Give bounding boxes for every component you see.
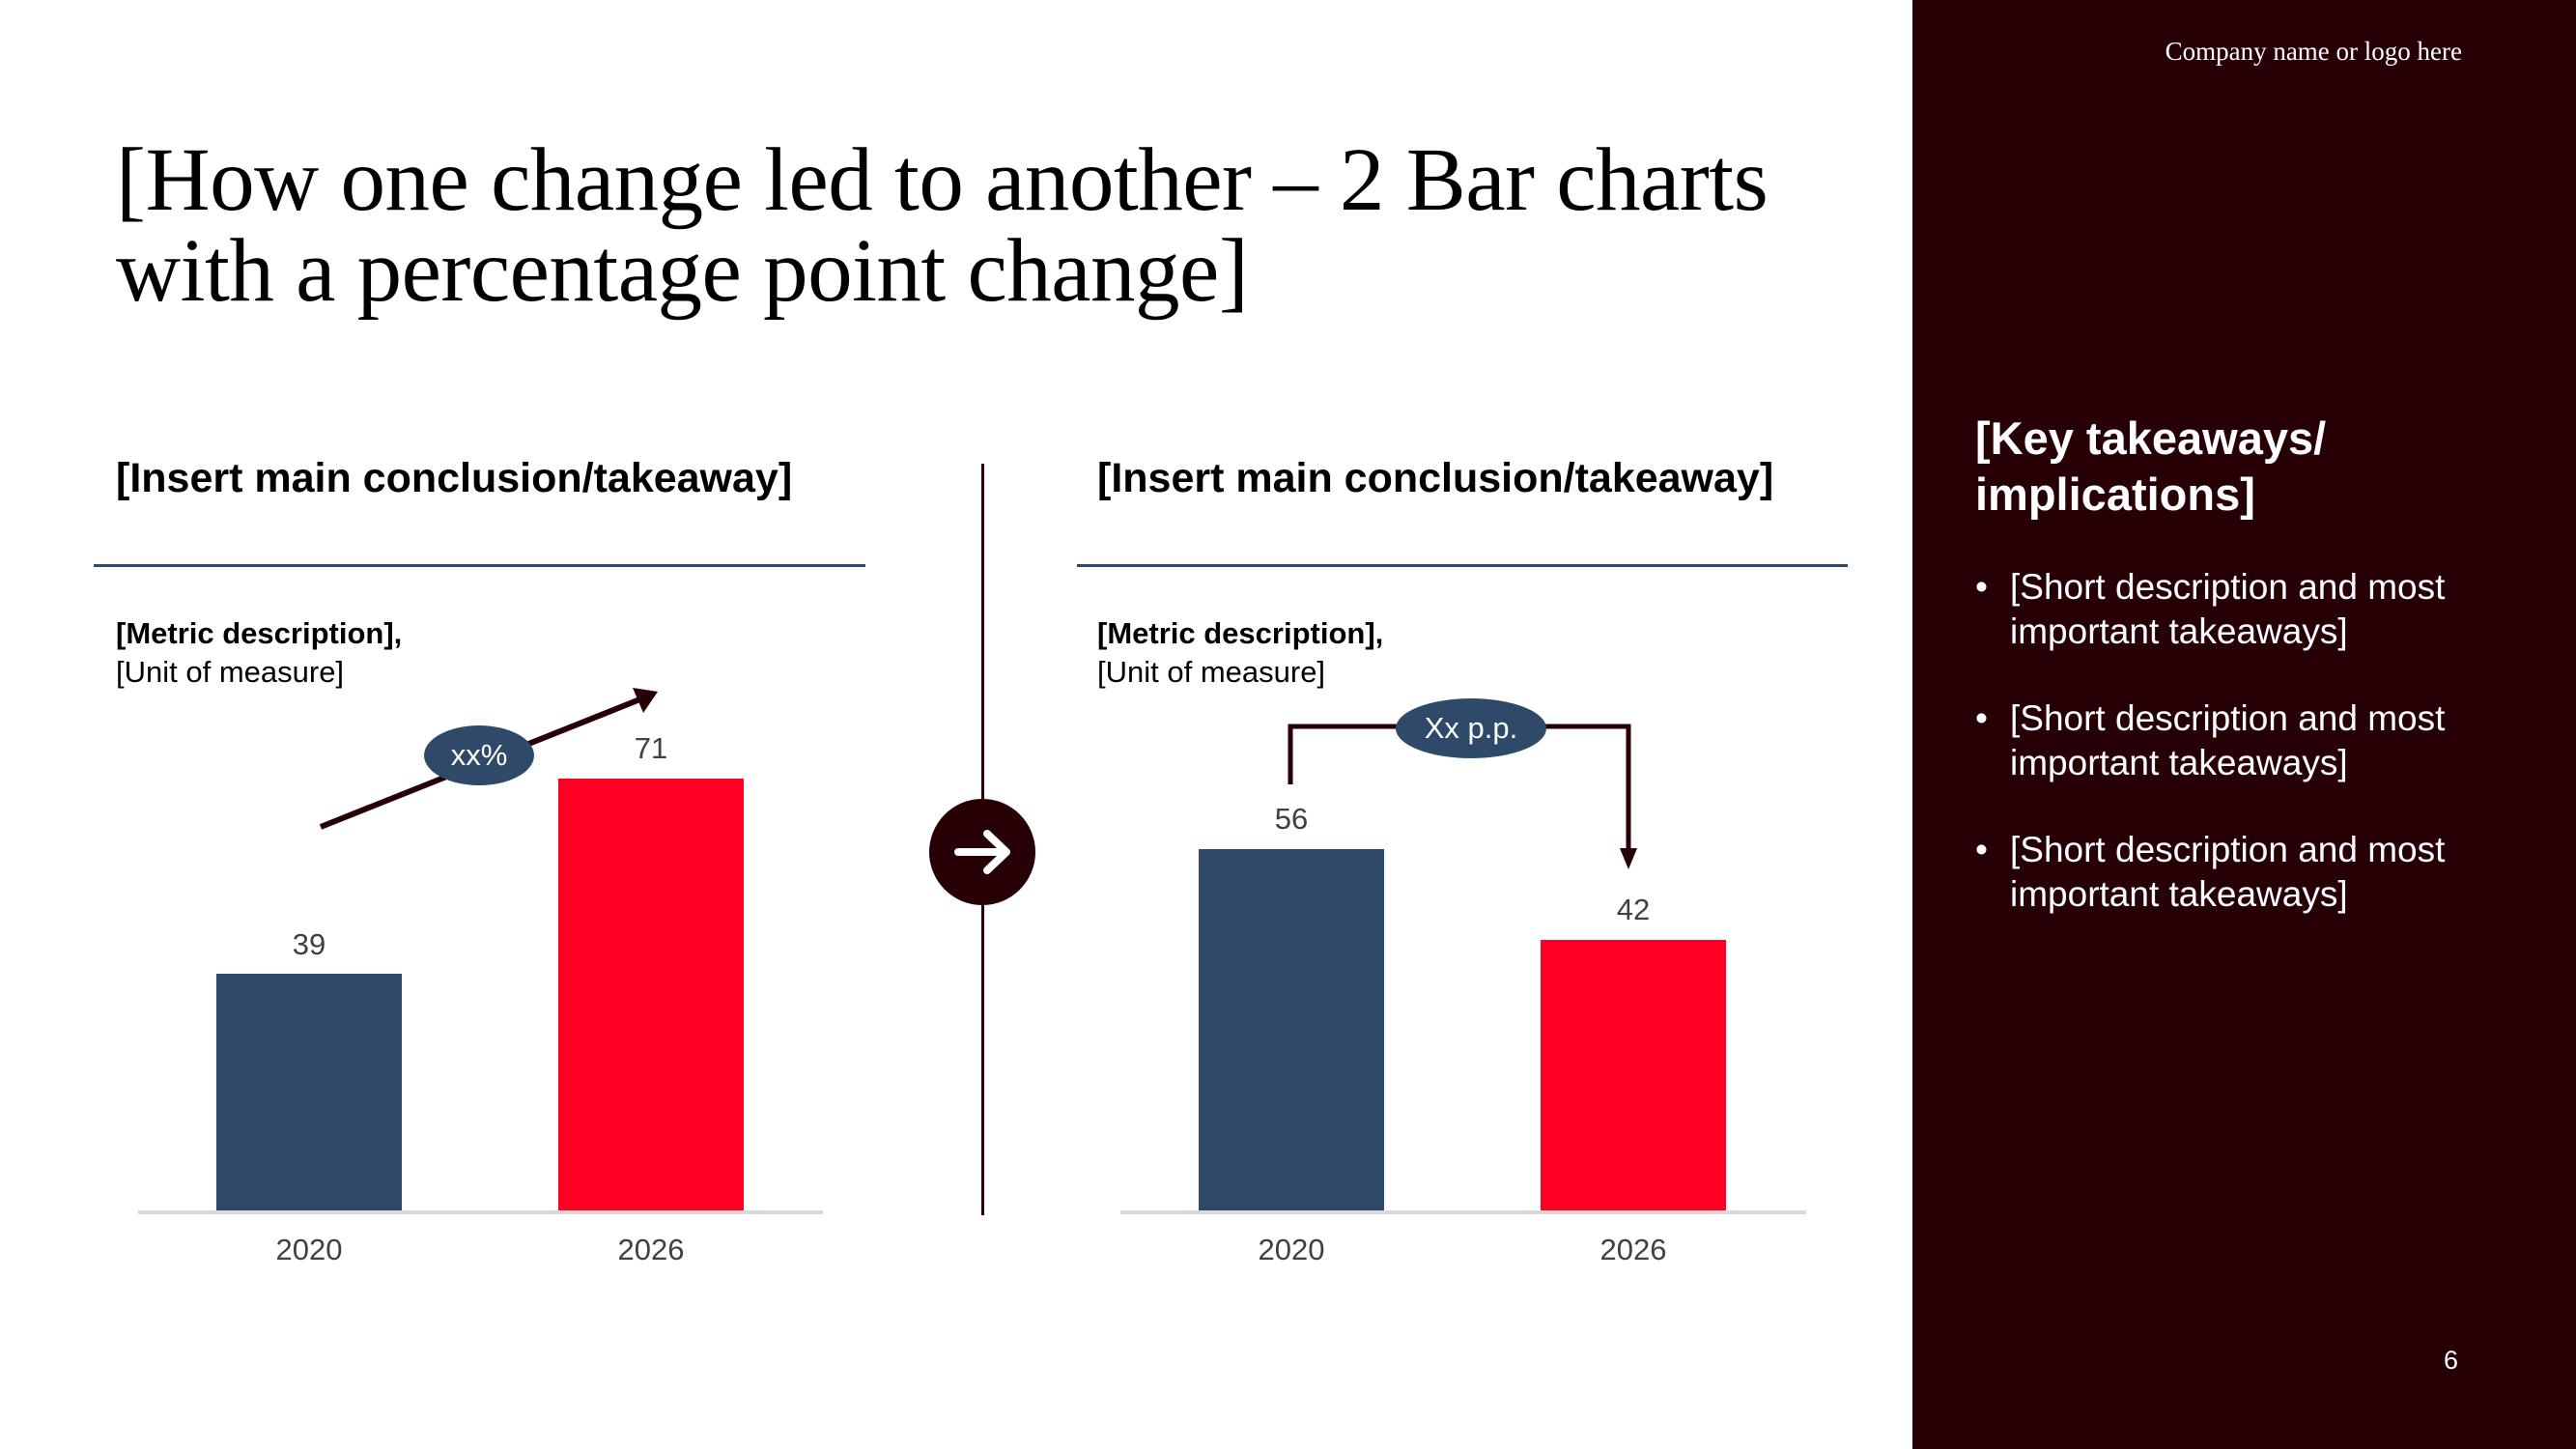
right-chart-heading: [Insert main conclusion/takeaway] — [1097, 455, 1774, 501]
left-bar-chart: xx% 39 71 2020 2026 — [0, 0, 966, 1352]
arrow-right-icon — [954, 830, 1010, 874]
transition-arrow-button — [929, 799, 1035, 905]
key-takeaways-heading: [Key takeaways/ implications] — [1975, 412, 2327, 520]
slide-title-line-2: with a percentage point change] — [116, 221, 1249, 321]
slide-title-line-1: [How one change led to another – 2 Bar c… — [116, 130, 1769, 230]
right-x-label-2026: 2026 — [1599, 1233, 1667, 1266]
difference-bracket-arrow-icon — [1288, 724, 1637, 869]
left-change-badge: xx% — [424, 725, 534, 785]
right-metric-label: [Metric description], — [1097, 616, 1384, 650]
left-value-2026: 71 — [634, 731, 668, 765]
left-bar-2026 — [558, 779, 744, 1212]
right-x-label-2020: 2020 — [1258, 1233, 1325, 1266]
right-value-2020: 56 — [1274, 802, 1309, 836]
slide-title: [How one change led to another – 2 Bar c… — [116, 135, 1854, 317]
takeaway-bullet: • [Short description and most important t… — [1975, 698, 2446, 782]
bullet-icon: • — [1975, 698, 1988, 738]
bullet-icon: • — [1975, 830, 1988, 869]
right-bar-2020 — [1199, 849, 1384, 1212]
key-takeaways-list: • [Short description and most important t… — [1975, 565, 2535, 959]
left-value-2020: 39 — [292, 927, 326, 961]
bullet-icon: • — [1975, 567, 1988, 607]
left-unit-label: [Unit of measure] — [116, 655, 345, 689]
left-chart-heading: [Insert main conclusion/takeaway] — [116, 455, 793, 501]
left-x-axis — [138, 1210, 823, 1214]
left-metric-label: [Metric description], — [116, 616, 403, 650]
left-metric-description: [Metric description], [Unit of measure] — [116, 614, 402, 692]
takeaway-bullet: • [Short description and most important t… — [1975, 830, 2446, 914]
right-heading-divider — [1077, 564, 1848, 567]
right-unit-label: [Unit of measure] — [1097, 655, 1326, 689]
left-x-label-2020: 2020 — [275, 1233, 343, 1266]
right-bar-2026 — [1541, 940, 1726, 1212]
left-heading-divider — [94, 564, 865, 567]
right-change-badge: Xx p.p. — [1396, 698, 1546, 758]
left-bar-2020 — [216, 974, 402, 1212]
right-metric-description: [Metric description], [Unit of measure] — [1097, 614, 1383, 692]
takeaway-bullet: • [Short description and most important t… — [1975, 567, 2446, 651]
right-bar-chart: Xx p.p. 56 42 2020 2026 — [1120, 698, 1806, 1266]
company-logo-placeholder: Company name or logo here — [2165, 37, 2462, 66]
left-x-label-2026: 2026 — [617, 1233, 685, 1266]
right-value-2026: 42 — [1616, 893, 1651, 926]
right-x-axis — [1120, 1210, 1806, 1214]
page-number: 6 — [2444, 1346, 2459, 1375]
takeaways-sidebar — [1912, 0, 2576, 1449]
